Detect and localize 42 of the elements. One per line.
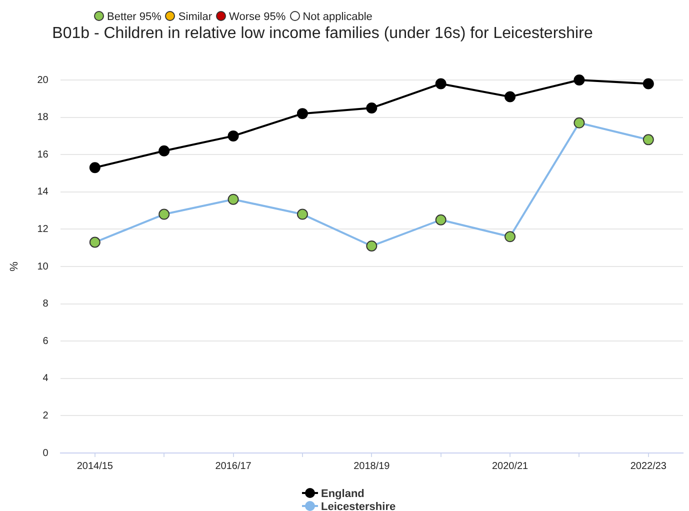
- x-tick-label: 2016/17: [215, 460, 252, 472]
- point: [366, 240, 378, 252]
- legend-label: Leicestershire: [321, 501, 396, 511]
- point: [435, 78, 446, 90]
- text: Worse 95%: [229, 11, 286, 23]
- y-axis-title: %: [8, 261, 21, 272]
- x-tick-label: 2018/19: [354, 460, 390, 472]
- y-tick-label: 14: [37, 186, 49, 198]
- point: [89, 236, 100, 248]
- point: [228, 130, 239, 142]
- y-tick-label: 16: [37, 149, 49, 160]
- y-tick-label: 12: [37, 224, 49, 235]
- point: [504, 91, 516, 102]
- point: [296, 108, 308, 120]
- point: [228, 194, 239, 205]
- x-tick-label: 2014/15: [76, 460, 114, 472]
- y-tick-label: 6: [42, 336, 49, 347]
- point: [574, 74, 585, 86]
- point: [158, 145, 170, 156]
- y-tick-label: 4: [42, 373, 49, 384]
- chart-title: B01b - Children in relative low income families (under 16s) for Leicestershire: [51, 25, 594, 43]
- legend-label: England: [321, 488, 364, 500]
- point: [435, 214, 446, 226]
- x-tick-label: 2022/23: [630, 460, 667, 472]
- point: [642, 134, 654, 146]
- point: [158, 208, 170, 220]
- y-tick-label: 10: [37, 261, 49, 272]
- point: [642, 78, 654, 90]
- text: Better 95%: [107, 11, 162, 23]
- text: Not applicable: [302, 11, 372, 23]
- point: [296, 208, 308, 220]
- y-tick-label: 0: [42, 448, 49, 459]
- point: [366, 102, 378, 114]
- y-tick-label: 18: [37, 112, 49, 124]
- point: [89, 162, 100, 174]
- y-tick-label: 20: [37, 74, 49, 86]
- y-tick-label: 2: [42, 410, 49, 422]
- point: [504, 231, 516, 242]
- x-tick-label: 2020/21: [492, 460, 529, 472]
- text: Similar: [178, 11, 212, 23]
- point: [574, 117, 585, 128]
- y-tick-label: 8: [42, 298, 49, 310]
